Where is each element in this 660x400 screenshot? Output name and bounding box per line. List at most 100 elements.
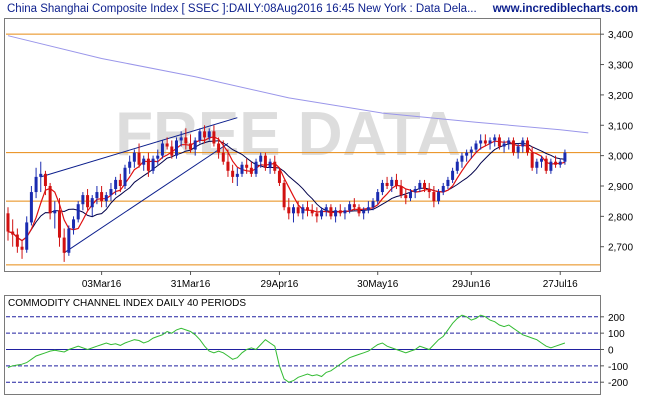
candle-body [20,246,24,250]
candle-body [558,161,562,165]
candle-body [549,161,553,171]
cci-panel-frame [4,295,601,395]
candle-body [544,158,548,171]
candle-body [165,143,169,147]
candle-body [320,210,324,217]
candle-body [348,204,352,211]
candle-body [226,161,230,171]
candle-body [418,182,422,190]
candle-body [525,140,529,153]
candle-body [151,158,155,171]
y-tick-label: 3,200 [608,91,633,102]
cci-y-tick-label: -200 [608,378,628,389]
candle-body [511,140,515,153]
candle-body [408,192,412,199]
candle-body [371,201,375,208]
candle-body [263,155,267,168]
candle-body [198,131,202,141]
candle-body [193,140,197,150]
cci-y-tick-label: 100 [608,329,625,340]
candle-body [399,185,403,196]
candle-body [268,161,272,168]
candle-body [380,182,384,193]
candle-body [432,192,436,202]
candle-body [95,192,99,199]
candle-body [493,137,497,141]
watermark: FREE DATA [115,100,461,169]
candle-body [315,213,319,217]
candle-body [235,173,239,177]
candle-body [563,152,567,162]
candle-body [385,182,389,186]
candle-body [521,140,525,147]
candle-body [507,140,511,144]
candle-body [81,195,85,205]
y-tick-label: 3,000 [608,152,633,163]
candle-body [324,207,328,211]
x-tick-label: 27Jul16 [543,279,578,290]
candle-body [460,155,464,162]
candle-body [277,170,281,183]
candle-body [357,207,361,214]
candle-body [291,207,295,214]
candle-body [465,152,469,156]
candle-body [376,192,380,202]
candle-body [282,182,286,208]
candle-body [338,210,342,214]
y-tick-label: 3,400 [608,30,633,41]
candle-body [310,210,314,214]
x-tick-label: 03Mar16 [82,279,122,290]
candle-body [100,192,104,202]
candle-body [483,140,487,144]
candle-body [189,143,193,150]
candle-body [366,207,370,211]
x-tick-label: 29Apr16 [261,279,299,290]
cci-y-tick-label: 0 [608,346,614,357]
candle-body [76,204,80,220]
candle-body [362,210,366,214]
candle-body [554,161,558,165]
candle-body [488,140,492,144]
ma-medium-line [7,140,565,242]
x-tick-label: 29Jun16 [452,279,491,290]
y-tick-label: 2,800 [608,212,633,223]
candle-body [11,231,15,235]
candle-body [301,207,305,214]
candle-body [530,152,534,168]
candle-body [352,204,356,208]
candle-body [394,179,398,186]
candle-body [207,131,211,138]
candle-body [137,152,141,165]
candle-body [39,173,43,177]
y-tick-label: 2,900 [608,182,633,193]
candle-body [6,213,10,232]
site-link[interactable]: www.incrediblecharts.com [492,3,638,15]
candle-body [62,237,66,253]
candle-body [441,185,445,193]
candle-body [535,161,539,168]
candle-body [142,158,146,165]
candle-body [90,198,94,208]
candle-body [29,192,33,223]
candle-body [343,210,347,214]
candle-body [174,140,178,156]
candle-body [118,179,122,186]
candle-body [455,161,459,171]
candle-body [128,161,132,168]
price-plot: 3,400 3,300 3,200 3,100 3,000 2,900 2,800 2,700… [6,30,633,290]
candle-body [203,131,207,138]
candle-body [540,158,544,162]
candle-body [469,149,473,153]
candle-body [156,155,160,159]
candle-body [259,155,263,162]
candle-body [217,143,221,153]
candle-body [413,189,417,193]
candle-body [25,222,29,250]
x-tick-label: 30May16 [357,279,399,290]
candle-body [249,167,253,174]
candle-body [109,189,113,196]
candle-body [390,179,394,186]
candle-body [245,164,249,168]
candle-body [104,195,108,202]
